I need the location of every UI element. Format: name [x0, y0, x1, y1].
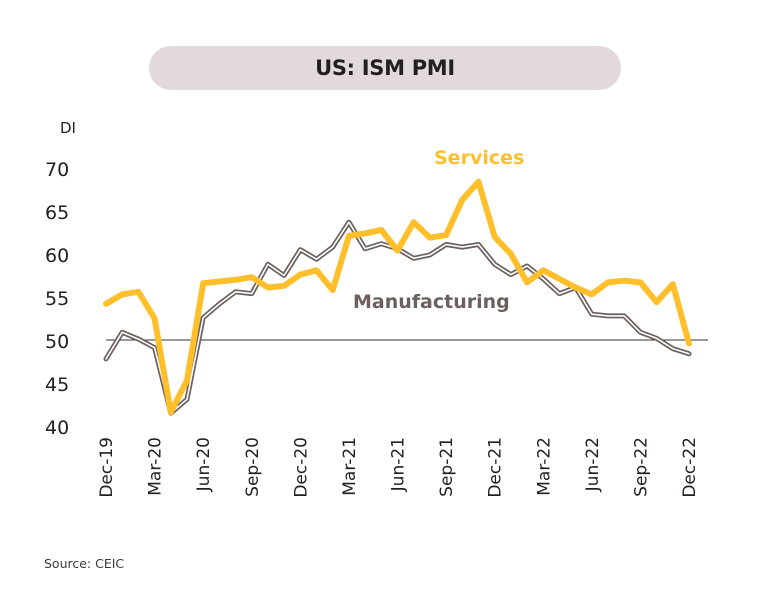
series-label-manufacturing: Manufacturing — [353, 291, 510, 313]
y-tick-label: 45 — [45, 374, 69, 396]
x-tick-label: Mar-20 — [146, 437, 166, 496]
x-tick-label: Mar-22 — [534, 437, 554, 496]
y-axis-unit-label: DI — [60, 119, 76, 137]
x-tick-label: Mar-21 — [340, 437, 360, 496]
y-tick-label: 70 — [45, 159, 69, 181]
x-tick-label: Dec-19 — [97, 437, 117, 498]
x-tick-label: Sep-21 — [437, 437, 457, 497]
chart-title: US: ISM PMI — [315, 56, 455, 80]
y-tick-label: 65 — [45, 202, 69, 224]
x-tick-label: Jun-20 — [194, 437, 214, 492]
y-tick-label: 50 — [45, 331, 69, 353]
x-tick-label: Dec-21 — [486, 437, 506, 498]
y-tick-label: 40 — [45, 417, 69, 439]
x-tick-label: Jun-21 — [389, 437, 409, 492]
chart-title-pill: US: ISM PMI — [149, 46, 621, 90]
series-label-services: Services — [434, 147, 524, 169]
x-tick-label: Sep-20 — [243, 437, 263, 497]
y-tick-label: 55 — [45, 288, 69, 310]
source-note: Source: CEIC — [44, 556, 125, 571]
series-line-services — [103, 178, 692, 416]
x-tick-label: Dec-20 — [291, 437, 311, 498]
x-tick-label: Dec-22 — [680, 437, 700, 498]
x-tick-label: Jun-22 — [583, 437, 603, 492]
x-tick-label: Sep-22 — [631, 437, 651, 497]
y-tick-label: 60 — [45, 245, 69, 267]
